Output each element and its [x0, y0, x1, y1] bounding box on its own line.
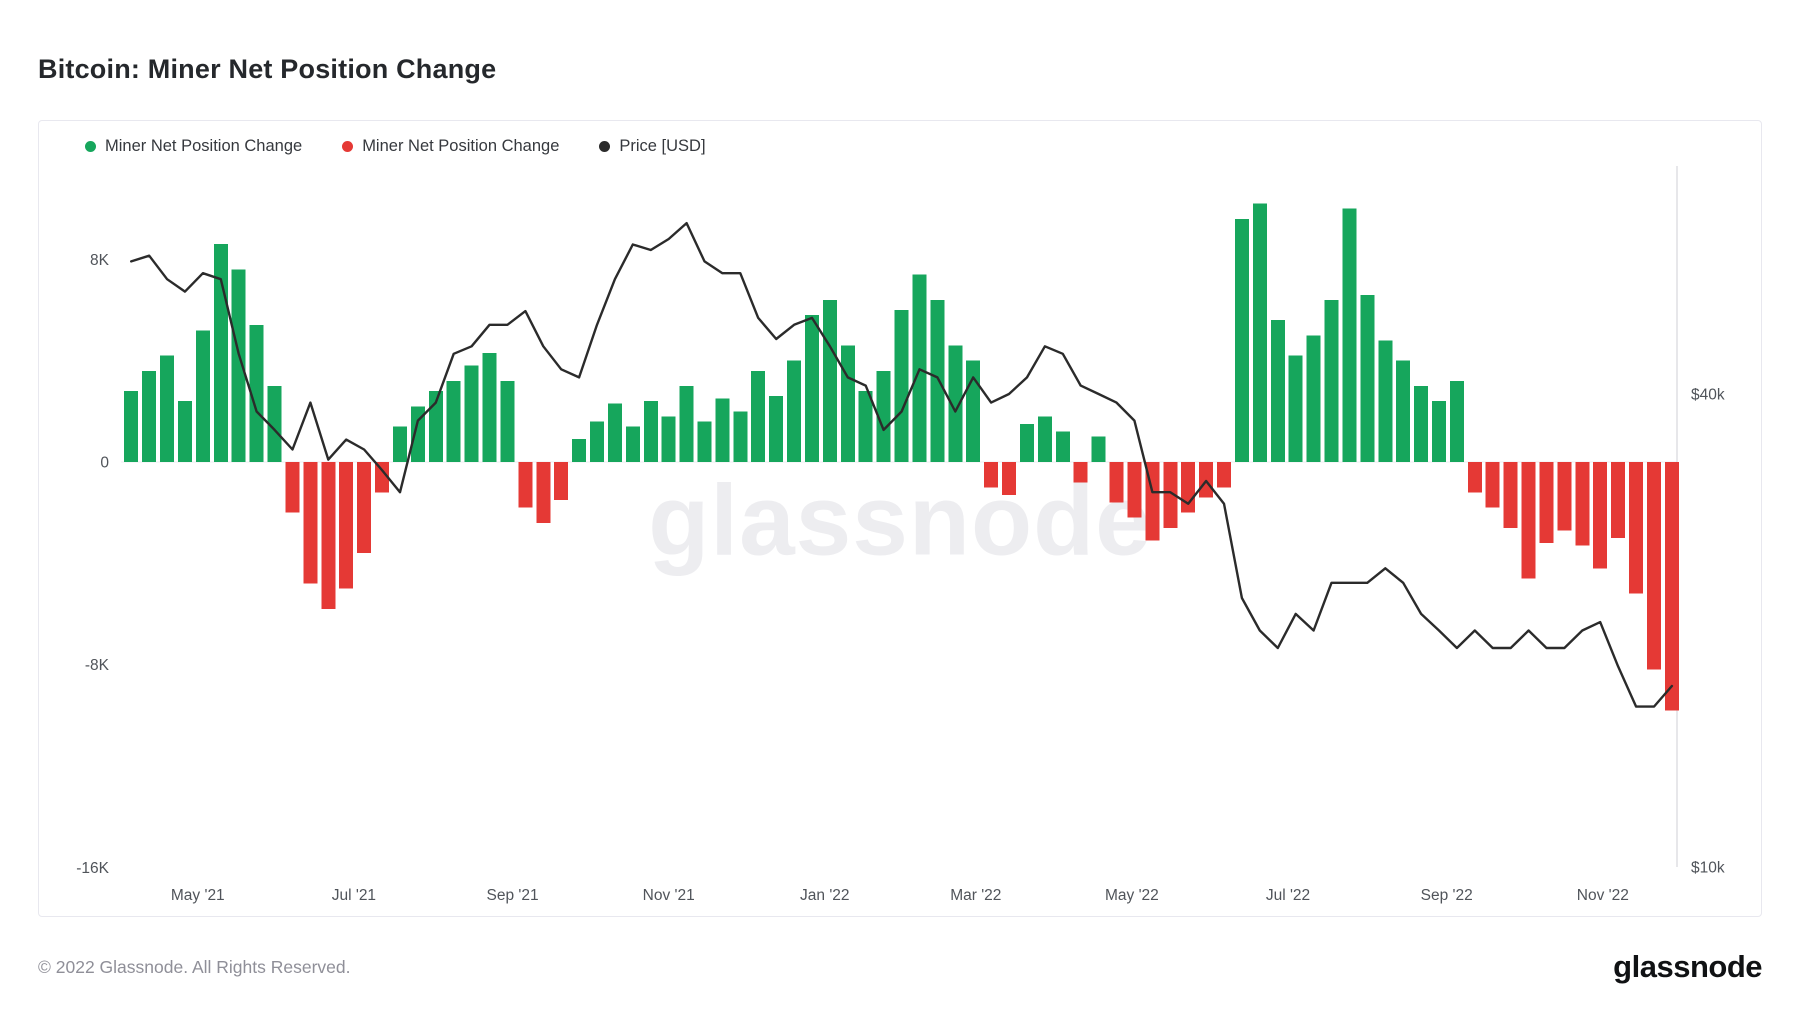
miner-net-position-change-chart[interactable]: 8K 0 -8K -16K $40k $10k May '21 Jul '21 Sep '21 N…	[39, 121, 1761, 916]
svg-text:Sep '21: Sep '21	[487, 887, 539, 904]
svg-text:May '21: May '21	[171, 887, 225, 904]
svg-text:Jul '22: Jul '22	[1266, 887, 1310, 904]
legend-dot-green-icon	[85, 141, 96, 152]
legend-label-negative: Miner Net Position Change	[362, 137, 560, 155]
svg-text:Mar '22: Mar '22	[950, 887, 1001, 904]
svg-text:$40k: $40k	[1691, 387, 1725, 404]
svg-text:Jan '22: Jan '22	[800, 887, 850, 904]
glassnode-logo: glassnode	[1613, 949, 1762, 984]
svg-text:$10k: $10k	[1691, 860, 1725, 877]
svg-text:Nov '21: Nov '21	[643, 887, 695, 904]
legend-item-miner-npc-positive[interactable]: Miner Net Position Change	[85, 137, 302, 156]
legend-label-price: Price [USD]	[619, 137, 706, 155]
svg-text:-16K: -16K	[76, 860, 109, 877]
chart-card: Miner Net Position Change Miner Net Posi…	[38, 120, 1762, 917]
legend-item-miner-npc-negative[interactable]: Miner Net Position Change	[342, 137, 559, 156]
legend-item-price-usd[interactable]: Price [USD]	[599, 137, 706, 156]
chart-legend: Miner Net Position Change Miner Net Posi…	[85, 137, 706, 156]
svg-text:Sep '22: Sep '22	[1421, 887, 1473, 904]
legend-dot-black-icon	[599, 141, 611, 152]
page-title: Bitcoin: Miner Net Position Change	[38, 54, 497, 85]
svg-text:0: 0	[100, 455, 109, 472]
svg-text:8K: 8K	[90, 252, 110, 269]
legend-label-positive: Miner Net Position Change	[105, 137, 303, 155]
svg-text:May '22: May '22	[1105, 887, 1159, 904]
svg-text:Nov '22: Nov '22	[1577, 887, 1629, 904]
svg-text:-8K: -8K	[85, 657, 110, 674]
footer: © 2022 Glassnode. All Rights Reserved. g…	[38, 938, 1762, 996]
svg-text:Jul '21: Jul '21	[332, 887, 376, 904]
legend-dot-red-icon	[342, 141, 354, 152]
copyright-text: © 2022 Glassnode. All Rights Reserved.	[38, 956, 351, 977]
